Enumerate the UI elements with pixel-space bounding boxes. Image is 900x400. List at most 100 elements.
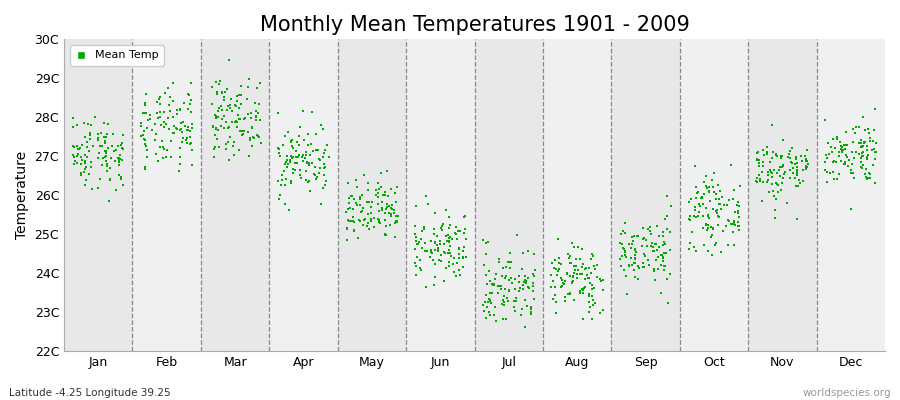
Point [180,135,194,141]
Point [69,153,84,159]
Point [796,178,810,184]
Point [558,298,572,304]
Point [858,170,872,177]
Point [284,138,299,144]
Point [518,272,532,279]
Point [113,174,128,180]
Point [139,110,153,116]
Point [240,129,255,135]
Point [176,134,190,141]
Point [356,205,371,212]
Point [209,79,223,85]
Point [237,116,251,122]
Bar [338,39,406,351]
Point [71,146,86,152]
Point [590,262,604,268]
Point [724,162,738,168]
Point [211,114,225,120]
Point [632,265,646,272]
Point [66,114,80,121]
Point [858,139,872,146]
Point [181,127,195,134]
Point [453,255,467,261]
Point [284,178,298,185]
Point [292,133,307,139]
Point [518,277,533,284]
Point [284,159,298,165]
Point [731,208,745,214]
Point [494,286,508,292]
Point [183,140,197,147]
Point [562,254,576,261]
Point [252,101,266,107]
Point [520,248,535,254]
Point [344,193,358,199]
Point [817,167,832,173]
Point [854,155,868,162]
Point [112,158,127,164]
Point [82,171,96,177]
Point [554,276,569,283]
Point [856,162,870,168]
Point [342,195,356,202]
Point [180,126,194,133]
Point [301,142,315,148]
Point [384,202,399,208]
Point [112,159,126,166]
Point [174,126,188,132]
Point [765,181,779,187]
Point [769,207,783,213]
Point [251,110,266,117]
Point [389,199,403,205]
Point [656,258,670,264]
Point [210,136,224,143]
Point [340,206,355,212]
Point [837,161,851,167]
Point [388,220,402,226]
Point [359,223,374,230]
Point [844,167,859,173]
Point [516,286,530,292]
Point [389,213,403,219]
Point [457,214,472,220]
Point [209,113,223,119]
Point [362,226,376,232]
Point [425,250,439,256]
Point [162,102,176,108]
Point [67,144,81,151]
Point [518,297,533,304]
Point [346,214,360,220]
Point [687,213,701,220]
Point [709,210,724,216]
Point [308,164,322,170]
Point [215,90,230,96]
Point [503,259,517,266]
Point [726,218,741,224]
Point [554,283,569,289]
Point [862,130,877,136]
Point [302,162,316,168]
Point [215,107,230,113]
Point [347,227,362,234]
Point [166,130,181,136]
Point [228,119,242,125]
Point [245,124,259,130]
Point [708,239,723,246]
Point [235,128,249,135]
Point [433,241,447,248]
Point [148,137,163,144]
Point [522,285,536,291]
Point [175,138,189,145]
Point [773,164,788,170]
Point [280,164,294,170]
Point [230,93,245,100]
Point [409,263,423,269]
Point [112,156,126,163]
Point [232,147,247,153]
Point [660,212,674,219]
Point [554,284,568,290]
Point [648,277,662,283]
Point [557,278,572,284]
Point [765,170,779,176]
Point [109,186,123,193]
